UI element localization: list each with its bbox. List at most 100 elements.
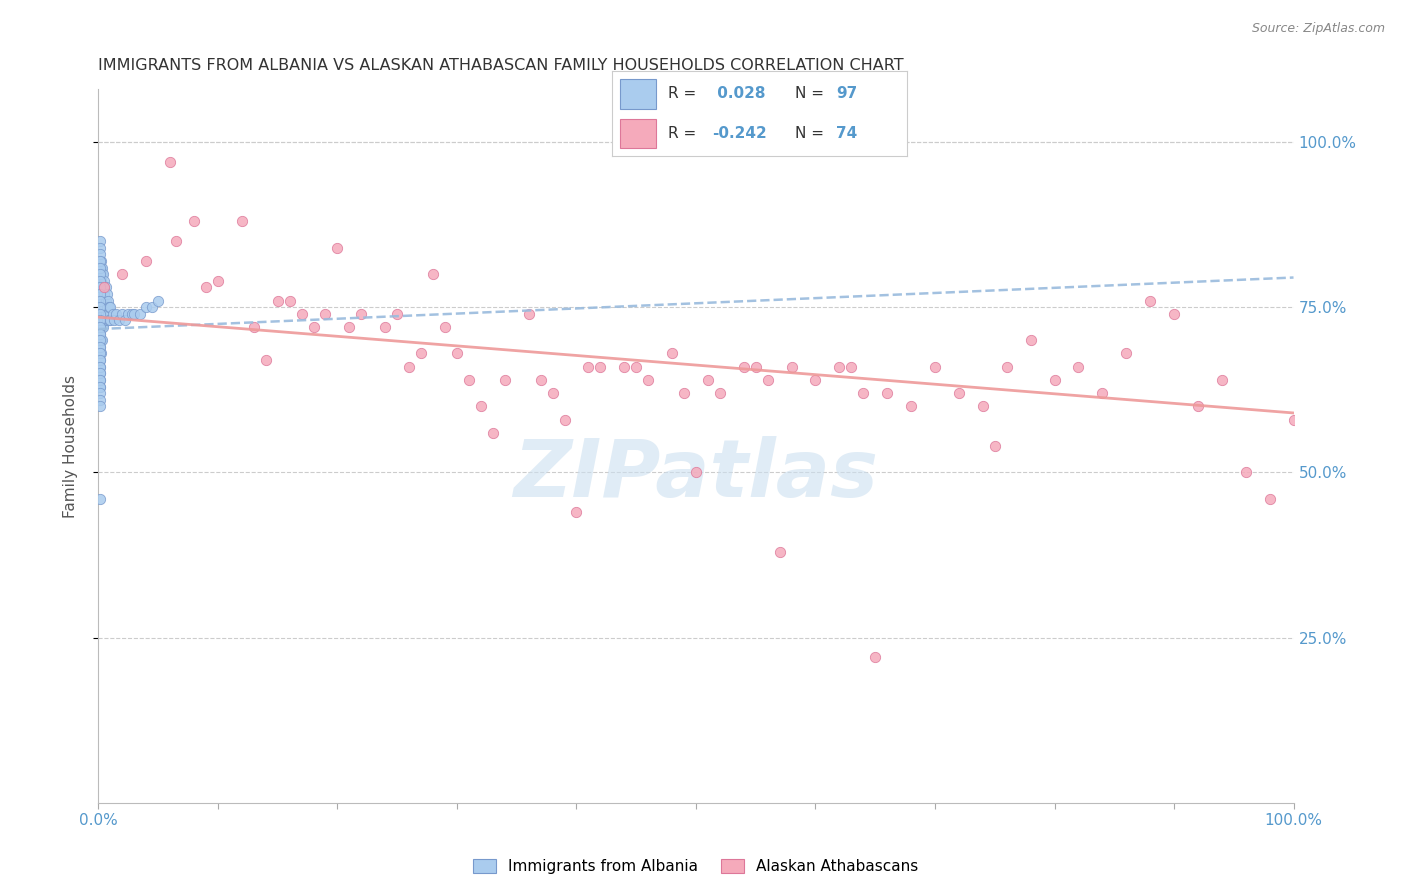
Text: N =: N = [794, 86, 828, 101]
Point [89, 274, 111, 288]
Point [89, 367, 111, 381]
Point [89, 313, 111, 327]
Point [326, 241, 349, 255]
Point [91, 320, 114, 334]
Point [565, 505, 588, 519]
Point [1282, 412, 1305, 426]
Point [446, 346, 468, 360]
Point [90, 307, 112, 321]
Point [89, 260, 111, 275]
Point [89, 241, 111, 255]
Point [852, 386, 875, 401]
Point [114, 313, 136, 327]
Point [278, 293, 301, 308]
Point [89, 260, 111, 275]
Point [433, 320, 456, 334]
Point [780, 359, 803, 374]
Point [96, 300, 118, 314]
Point [517, 307, 540, 321]
Point [733, 359, 755, 374]
Point [93, 287, 115, 301]
Point [94, 293, 117, 308]
Point [97, 293, 120, 308]
Point [1187, 400, 1209, 414]
Point [89, 379, 111, 393]
Point [89, 300, 111, 314]
Point [89, 234, 111, 248]
Point [89, 254, 111, 268]
Point [89, 300, 111, 314]
Point [89, 307, 111, 321]
Point [121, 307, 143, 321]
Point [89, 379, 111, 393]
Point [613, 359, 636, 374]
Point [93, 313, 115, 327]
Point [89, 254, 111, 268]
Point [91, 333, 114, 347]
Text: ZIPatlas: ZIPatlas [513, 435, 879, 514]
Point [135, 300, 157, 314]
Point [494, 373, 516, 387]
Point [148, 293, 170, 308]
Point [1163, 307, 1185, 321]
Point [89, 386, 111, 401]
Point [89, 293, 111, 308]
Point [863, 650, 887, 665]
Point [89, 293, 111, 308]
Point [90, 254, 112, 268]
Point [91, 267, 114, 281]
Point [745, 359, 768, 374]
Point [470, 400, 492, 414]
Point [89, 247, 111, 261]
Point [103, 313, 125, 327]
Y-axis label: Family Households: Family Households [63, 375, 77, 517]
Text: Source: ZipAtlas.com: Source: ZipAtlas.com [1251, 22, 1385, 36]
Point [93, 280, 115, 294]
Point [91, 267, 114, 281]
Point [422, 267, 444, 281]
Point [89, 367, 111, 381]
Point [756, 373, 779, 387]
Point [900, 400, 922, 414]
Point [89, 320, 111, 334]
Point [984, 439, 1007, 453]
Text: N =: N = [794, 126, 828, 141]
Point [1139, 293, 1161, 308]
Point [948, 386, 970, 401]
Point [124, 307, 146, 321]
Point [554, 412, 576, 426]
Point [89, 313, 111, 327]
Point [1115, 346, 1137, 360]
Point [673, 386, 696, 401]
Point [589, 359, 612, 374]
Text: -0.242: -0.242 [711, 126, 766, 141]
Text: 74: 74 [837, 126, 858, 141]
Text: 0.028: 0.028 [711, 86, 765, 101]
Point [1091, 386, 1114, 401]
Point [89, 346, 111, 360]
Point [89, 320, 111, 334]
Point [89, 267, 111, 281]
Point [89, 307, 111, 321]
Point [96, 313, 118, 327]
Point [89, 326, 111, 341]
Point [91, 307, 114, 321]
Point [90, 333, 112, 347]
Point [768, 545, 790, 559]
FancyBboxPatch shape [620, 79, 655, 109]
Text: R =: R = [668, 86, 700, 101]
Point [89, 333, 111, 347]
Point [98, 313, 121, 327]
Point [89, 373, 111, 387]
Point [117, 307, 139, 321]
Point [89, 267, 111, 281]
Point [89, 373, 111, 387]
Point [385, 307, 409, 321]
Point [183, 214, 205, 228]
Point [93, 300, 115, 314]
Point [98, 300, 122, 314]
Point [93, 274, 115, 288]
Point [541, 386, 564, 401]
Text: R =: R = [668, 126, 700, 141]
Point [804, 373, 827, 387]
